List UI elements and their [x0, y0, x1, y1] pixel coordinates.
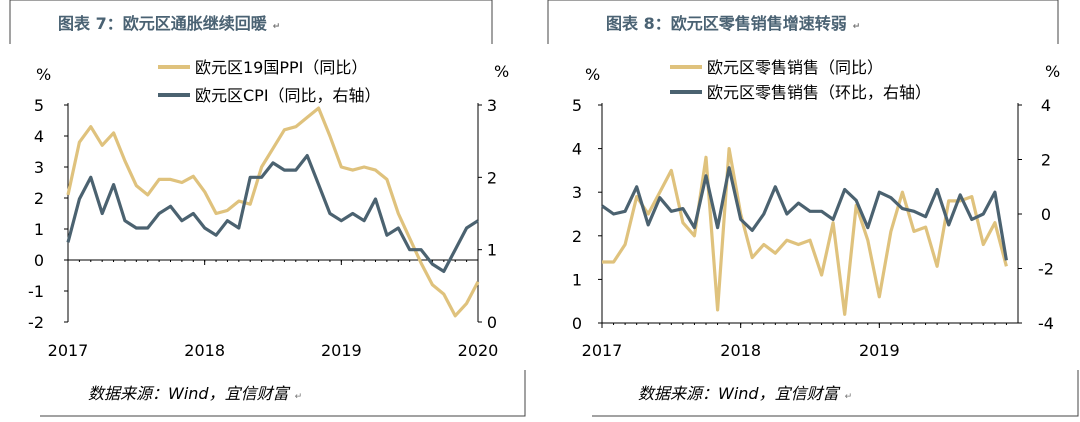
edit-mark: ↵ [844, 392, 853, 402]
chart-panel-retail: 图表 8：欧元区零售销售增速转弱 ↵ %% 0 1 2 3 4 5 -4 -2 0 2 4 2017 201… [540, 0, 1080, 422]
x-tick-label: 2019 [859, 341, 900, 360]
source-frame [592, 370, 1079, 417]
x-tick-label: 2018 [184, 341, 225, 360]
left-tick-label: 5 [572, 96, 582, 115]
legend-label: 欧元区零售销售（环比，右轴） [707, 83, 931, 102]
series-line-primary [66, 106, 480, 318]
left-tick-label: 1 [572, 270, 582, 289]
right-tick-label: 2 [1041, 151, 1051, 170]
left-tick-label: -2 [28, 313, 44, 332]
x-tick-label: 2018 [720, 341, 761, 360]
left-tick-label: 2 [34, 189, 44, 208]
right-tick-label: 0 [487, 313, 497, 332]
legend-label: 欧元区19国PPI（同比） [195, 58, 367, 77]
series-line-secondary [601, 166, 1008, 261]
chart-source: 数据来源：Wind，宜信财富 ↵ [88, 384, 303, 403]
left-tick-label: -1 [28, 282, 44, 301]
right-tick-label: -4 [1038, 314, 1054, 333]
left-tick-label: 0 [572, 314, 582, 333]
left-tick-label: 0 [34, 251, 44, 270]
edit-mark: ↵ [272, 22, 281, 32]
chart-panel-inflation: 图表 7：欧元区通胀继续回暖 ↵ %% -2 -1 0 1 2 3 4 5 0 1 2 3 2017 2018… [9, 0, 526, 417]
legend-label: 欧元区CPI（同比，右轴） [195, 86, 381, 105]
right-tick-label: 1 [487, 241, 497, 260]
left-tick-label: 5 [34, 96, 44, 115]
header-frame [547, 0, 1059, 44]
series-line-primary [602, 147, 1008, 316]
left-tick-label: 4 [34, 127, 44, 146]
edit-mark: ↵ [852, 22, 861, 32]
right-tick-label: 4 [1041, 96, 1051, 115]
right-tick-label: -2 [1038, 260, 1054, 279]
right-axis-unit: % [1045, 62, 1060, 81]
chart-title: 图表 7：欧元区通胀继续回暖 ↵ [58, 14, 281, 33]
right-tick-label: 0 [1041, 205, 1051, 224]
left-tick-label: 3 [572, 183, 582, 202]
x-tick-label: 2020 [458, 341, 499, 360]
left-tick-label: 1 [34, 220, 44, 239]
edit-mark: ↵ [294, 392, 303, 402]
left-axis-unit: % [36, 65, 51, 84]
inflation-chart: % % -2 -1 0 1 2 3 4 5 0 1 2 3 2017 2018 2019 2020 欧元区19国PP… [9, 0, 526, 417]
x-tick-label: 2017 [48, 341, 89, 360]
left-tick-label: 2 [572, 227, 582, 246]
left-tick-label: 4 [572, 140, 582, 159]
right-tick-label: 3 [487, 96, 497, 115]
left-tick-label: 3 [34, 158, 44, 177]
x-tick-label: 2017 [582, 341, 623, 360]
series-line-secondary [66, 154, 479, 273]
left-axis-unit: % [585, 65, 600, 84]
legend-label: 欧元区零售销售（同比） [707, 58, 883, 77]
chart-title: 图表 8：欧元区零售销售增速转弱 ↵ [606, 14, 861, 33]
source-frame [40, 370, 526, 417]
retail-chart: % % 0 1 2 3 4 5 -4 -2 0 2 4 2017 2018 2019 欧元区零售销售（同比） 欧元… [547, 0, 1079, 417]
header-frame [9, 0, 493, 44]
right-tick-label: 2 [487, 168, 497, 187]
x-tick-label: 2019 [321, 341, 362, 360]
right-axis-unit: % [494, 62, 509, 81]
chart-source: 数据来源：Wind，宜信财富 ↵ [638, 384, 853, 403]
